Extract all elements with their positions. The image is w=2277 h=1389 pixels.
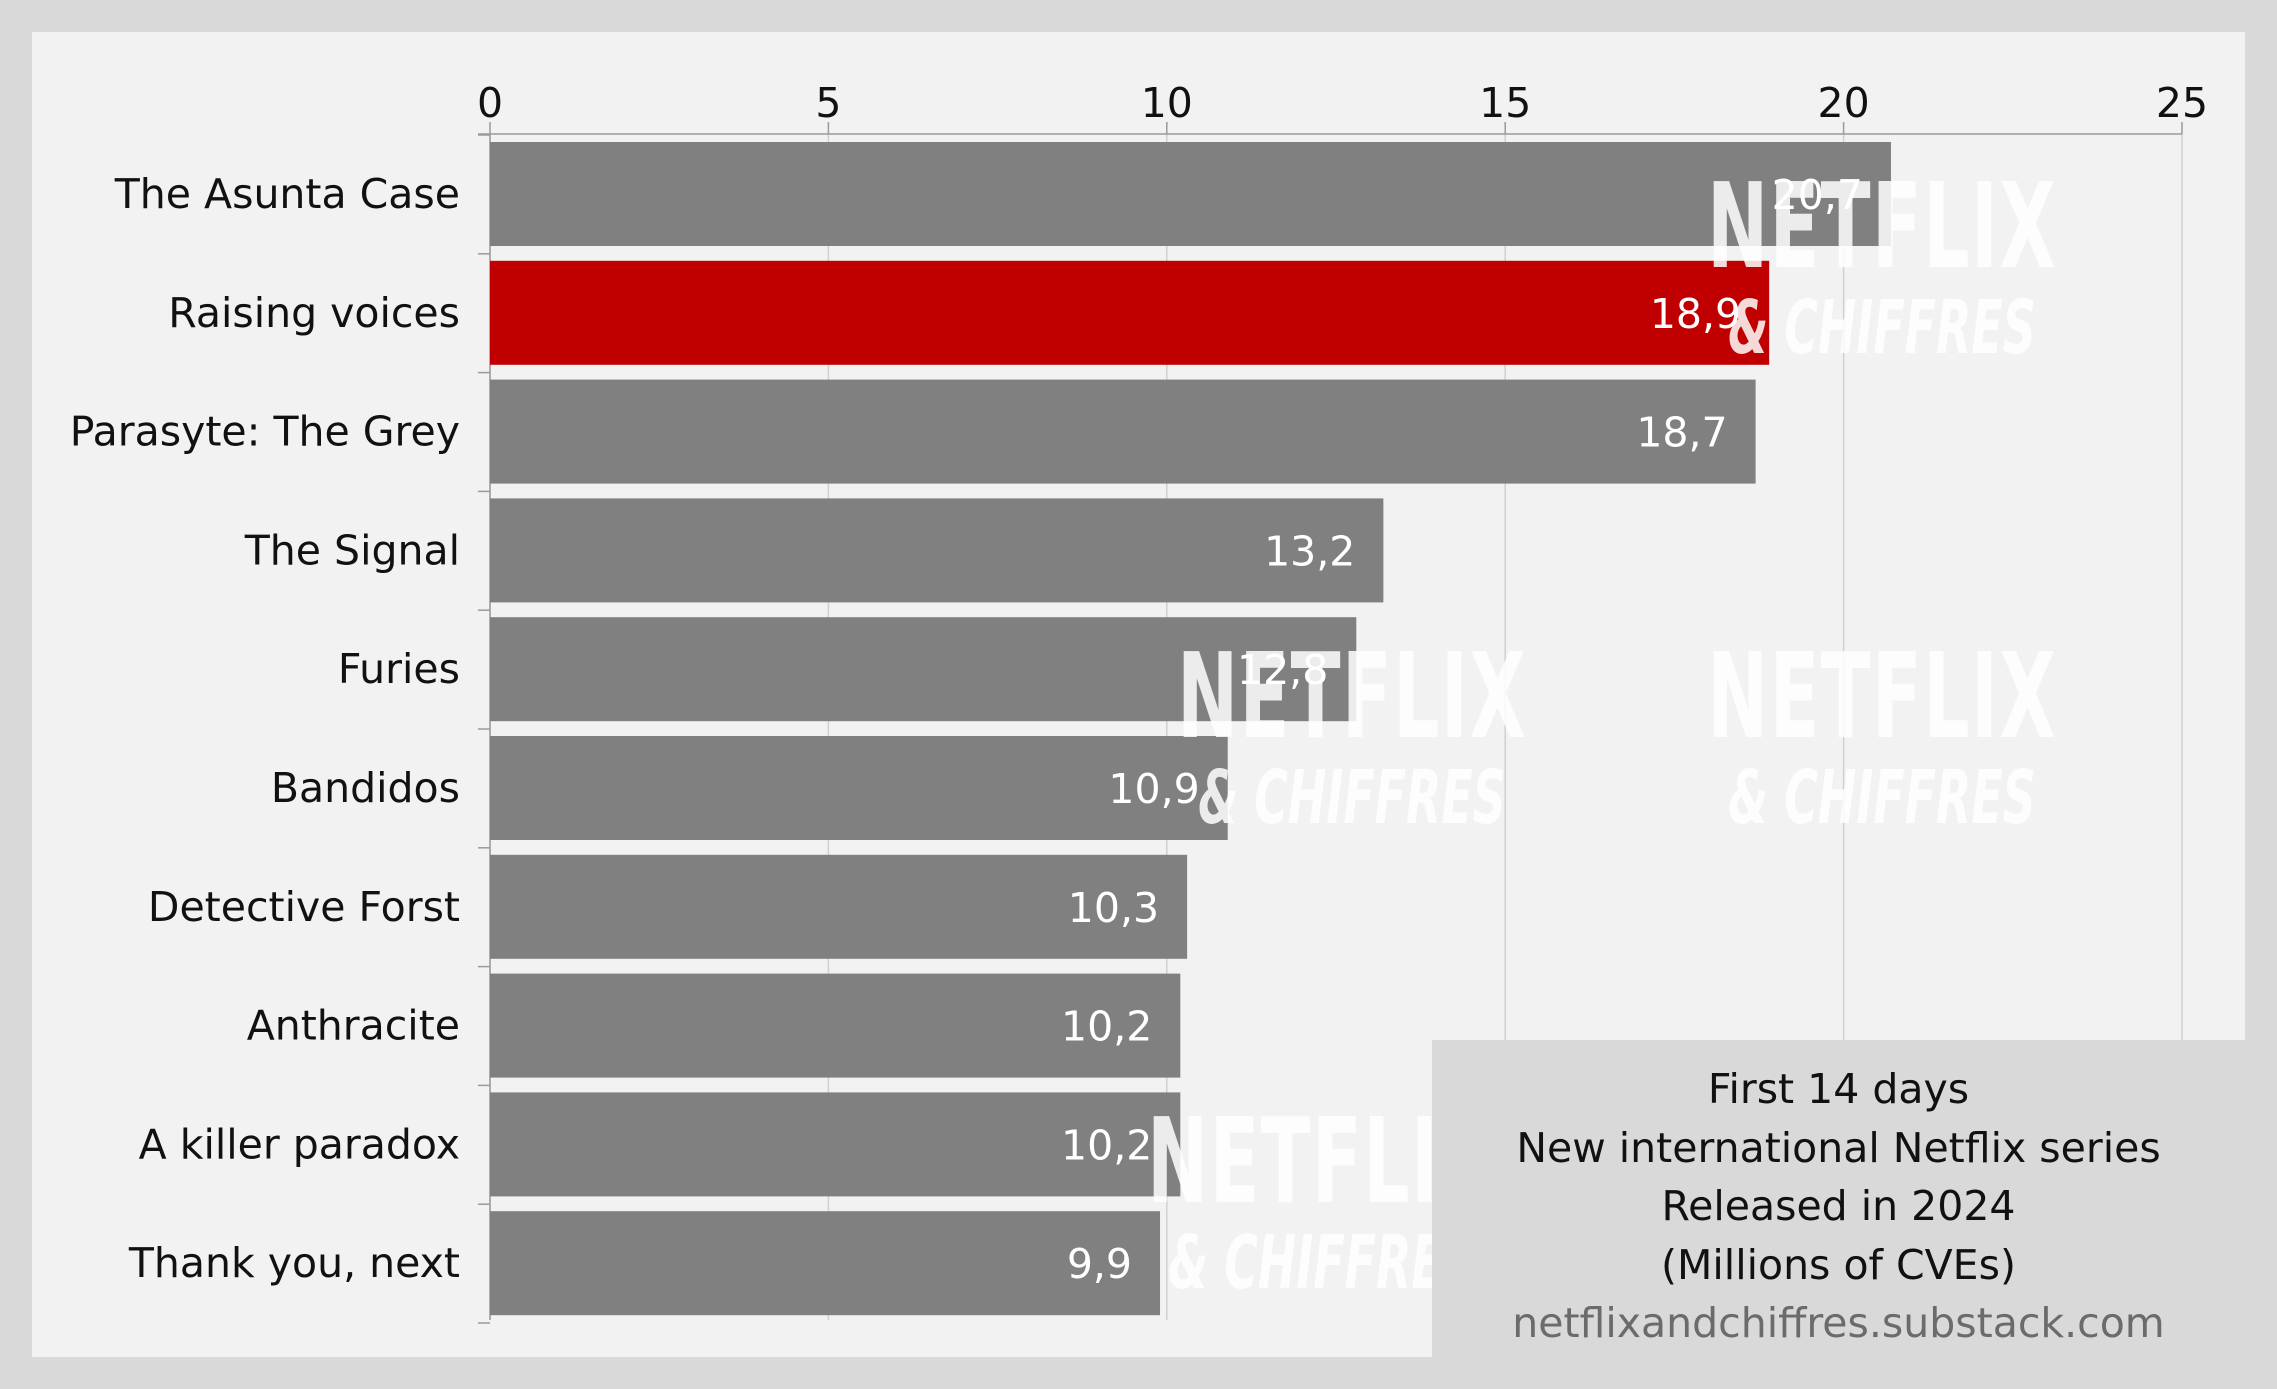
x-tick-label: 25	[2156, 79, 2208, 127]
data-label: 10,2	[1061, 1003, 1152, 1051]
data-label: 18,7	[1636, 409, 1727, 457]
info-line-year: Released in 2024	[1661, 1182, 2016, 1230]
info-line-subject: New international Netflix series	[1516, 1123, 2161, 1172]
category-label: Anthracite	[247, 1002, 460, 1050]
x-tick-label: 10	[1141, 79, 1193, 127]
category-label: Thank you, next	[128, 1239, 460, 1287]
category-label: Furies	[338, 645, 460, 693]
bar-chart: 0 5 10 15 20 25 The Asunta Case 20,7 Raising voi…	[70, 79, 2208, 1324]
category-label: The Signal	[244, 526, 460, 574]
bar-highlighted	[490, 260, 1770, 365]
info-line-unit: (Millions of CVEs)	[1661, 1240, 2016, 1289]
bar	[490, 498, 1384, 603]
x-tick-label: 5	[815, 79, 841, 127]
data-label: 10,3	[1068, 884, 1159, 932]
bar	[490, 973, 1181, 1078]
x-tick-label: 15	[1479, 79, 1531, 127]
category-label: Raising voices	[168, 289, 460, 337]
category-label: The Asunta Case	[114, 170, 460, 218]
bar	[490, 854, 1188, 959]
data-label: 10,2	[1061, 1121, 1152, 1169]
data-label: 13,2	[1264, 527, 1355, 575]
category-label: Bandidos	[271, 764, 460, 812]
data-label: 12,8	[1237, 646, 1328, 694]
bar	[490, 142, 1891, 246]
category-label: A killer paradox	[139, 1120, 460, 1168]
data-label: 10,9	[1108, 765, 1199, 813]
data-label: 9,9	[1067, 1240, 1132, 1288]
bar	[490, 736, 1228, 840]
bar	[490, 1211, 1161, 1316]
source-link[interactable]: netflixandchiffres.substack.com	[1512, 1299, 2165, 1347]
info-line-period: First 14 days	[1707, 1065, 1970, 1113]
bar	[490, 617, 1357, 722]
x-tick-label: 20	[1818, 79, 1870, 127]
data-label: 18,9	[1650, 290, 1741, 338]
category-label: Parasyte: The Grey	[70, 408, 460, 456]
info-box: First 14 days New international Netflix …	[1432, 1040, 2245, 1357]
bar	[490, 379, 1756, 484]
data-label: 20,7	[1772, 171, 1863, 219]
x-tick-label: 0	[477, 79, 503, 127]
category-label: Detective Forst	[148, 883, 460, 931]
bar	[490, 1092, 1181, 1197]
